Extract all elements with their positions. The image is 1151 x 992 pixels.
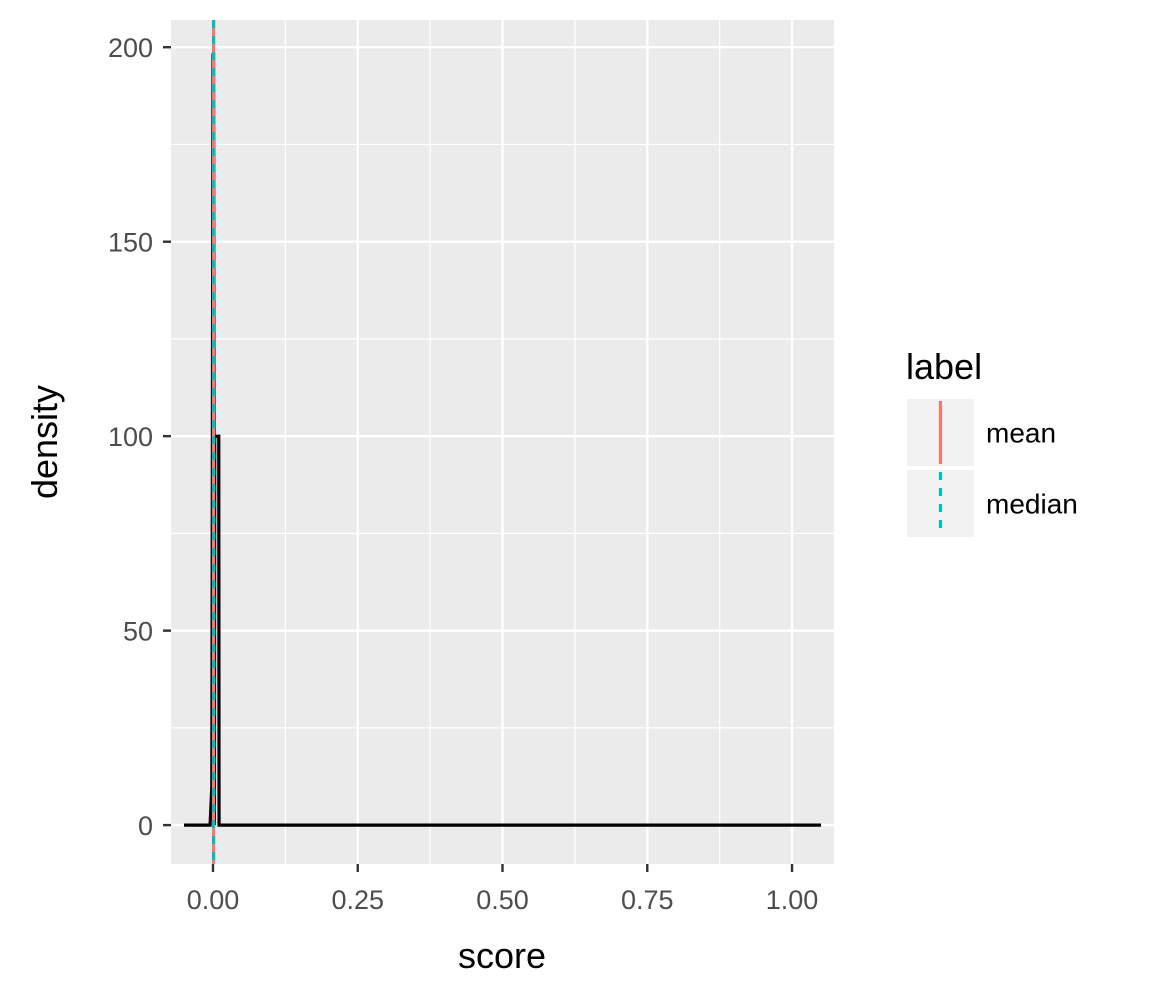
y-axis: 0 50 100 150 200	[108, 33, 171, 841]
density-line	[184, 53, 821, 827]
x-tick-label: 0.50	[476, 885, 529, 915]
x-axis: 0.00 0.25 0.50 0.75 1.00	[187, 864, 819, 915]
y-tick-label: 0	[138, 811, 153, 841]
y-tick-label: 200	[108, 33, 153, 63]
y-axis-title: density	[24, 385, 65, 499]
x-tick-label: 0.75	[621, 885, 674, 915]
x-tick-label: 1.00	[766, 885, 819, 915]
y-tick-label: 50	[123, 617, 153, 647]
legend: label mean median	[906, 346, 1078, 537]
x-axis-title: score	[458, 935, 546, 976]
legend-label-mean: mean	[986, 418, 1056, 449]
y-tick-label: 100	[108, 422, 153, 452]
legend-label-median: median	[986, 489, 1078, 520]
x-tick-label: 0.25	[331, 885, 384, 915]
y-tick-label: 150	[108, 228, 153, 258]
legend-title: label	[906, 346, 982, 387]
density-series	[184, 53, 821, 827]
x-tick-label: 0.00	[187, 885, 240, 915]
